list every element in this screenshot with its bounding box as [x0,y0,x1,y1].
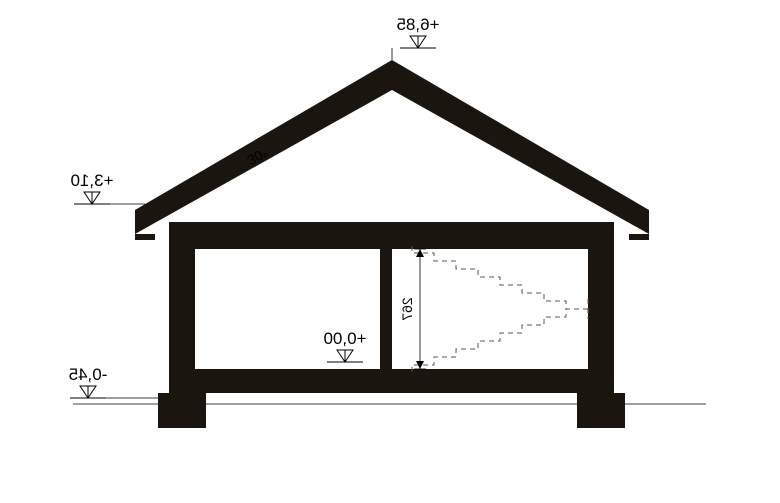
floor-slab [169,369,614,393]
eave-right [629,234,649,240]
stairs [412,245,588,373]
marker-ridge: +6,85 [396,15,439,48]
marker-foundation-label: -0,45 [69,365,108,384]
footing-right [577,393,625,428]
footing-left [158,393,206,428]
eave-left [135,234,155,240]
marker-ground: +0,00 [323,329,366,362]
marker-eave-label: +3,10 [70,171,113,190]
marker-ground-label: +0,00 [323,329,366,348]
marker-ridge-label: +6,85 [396,15,439,34]
dim-interior-label: 267 [399,297,415,321]
wall-mid [380,249,392,369]
marker-foundation: -0,45 [69,365,108,398]
roof [135,60,649,234]
marker-eave: +3,10 [70,171,113,204]
section-drawing: +6,85+3,10+0,00-0,4530°267 [0,0,780,503]
ceiling-slab [169,222,614,249]
